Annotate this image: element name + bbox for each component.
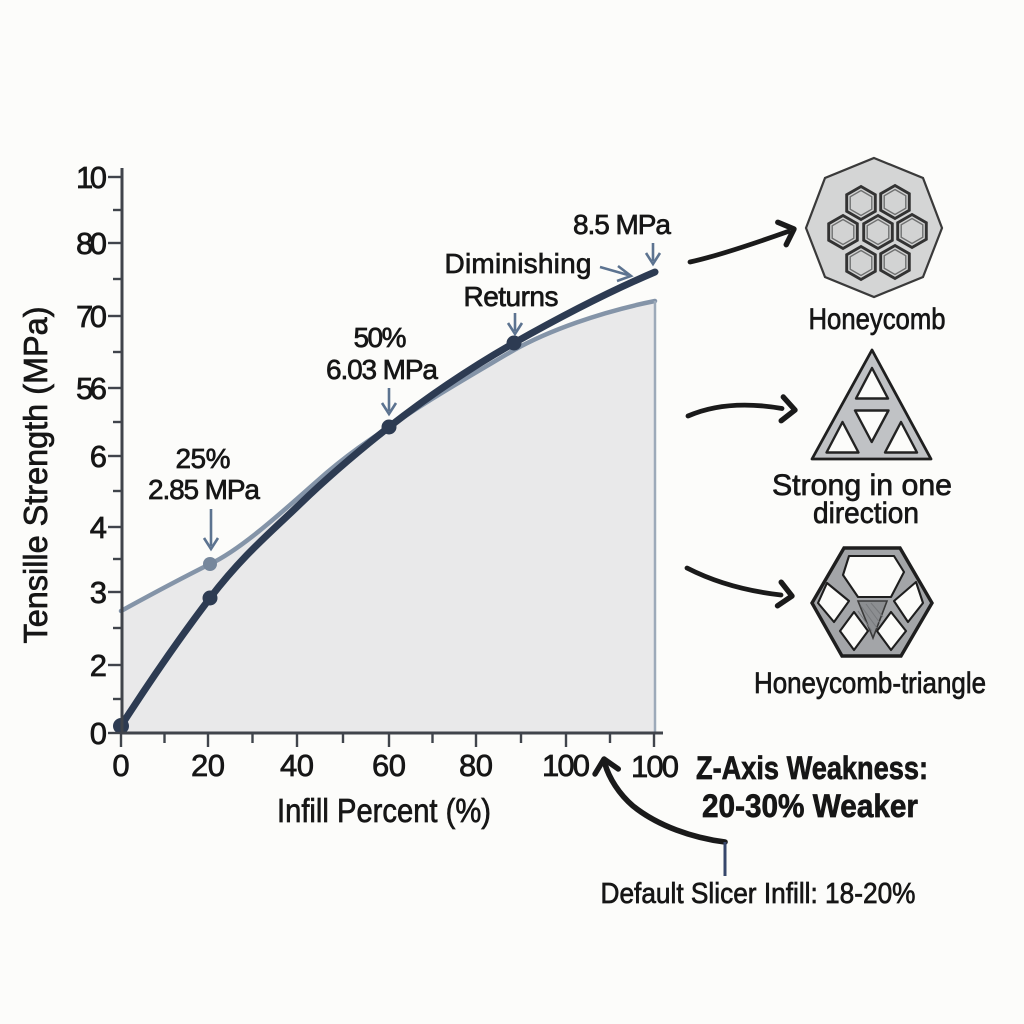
svg-text:60: 60 [372,748,406,783]
svg-text:40: 40 [280,748,314,783]
svg-text:0: 0 [112,748,129,783]
svg-text:Infill Percent (%): Infill Percent (%) [277,792,491,829]
svg-text:80: 80 [459,748,493,783]
svg-text:Returns: Returns [464,281,559,312]
svg-text:6.03 MPa: 6.03 MPa [326,354,438,385]
svg-text:100: 100 [542,748,590,783]
svg-text:3: 3 [90,575,107,610]
svg-text:2.85 MPa: 2.85 MPa [148,474,260,505]
svg-text:Z-Axis Weakness:: Z-Axis Weakness: [696,750,928,786]
svg-text:Tensille Strength (MPa): Tensille Strength (MPa) [17,307,54,644]
svg-text:Honeycomb: Honeycomb [809,303,946,336]
svg-text:8.5 MPa: 8.5 MPa [573,209,671,240]
svg-text:6: 6 [90,439,107,474]
svg-text:25%: 25% [176,443,231,474]
svg-text:direction: direction [813,497,919,530]
svg-text:4: 4 [90,510,107,545]
svg-text:10: 10 [76,160,107,195]
svg-text:Default Slicer Infill: 18-20%: Default Slicer Infill: 18-20% [601,878,916,910]
svg-text:Diminishing: Diminishing [445,248,592,279]
svg-text:70: 70 [76,299,107,334]
svg-text:20-30% Weaker: 20-30% Weaker [702,788,918,824]
svg-text:Honeycomb-triangle: Honeycomb-triangle [754,667,986,700]
svg-text:2: 2 [90,648,107,683]
svg-text:56: 56 [76,371,107,406]
svg-text:0: 0 [90,716,107,751]
svg-text:20: 20 [191,748,225,783]
svg-text:100: 100 [631,749,679,784]
svg-text:80: 80 [76,226,107,261]
svg-text:Strong in one: Strong in one [772,469,952,502]
svg-text:50%: 50% [354,322,407,353]
